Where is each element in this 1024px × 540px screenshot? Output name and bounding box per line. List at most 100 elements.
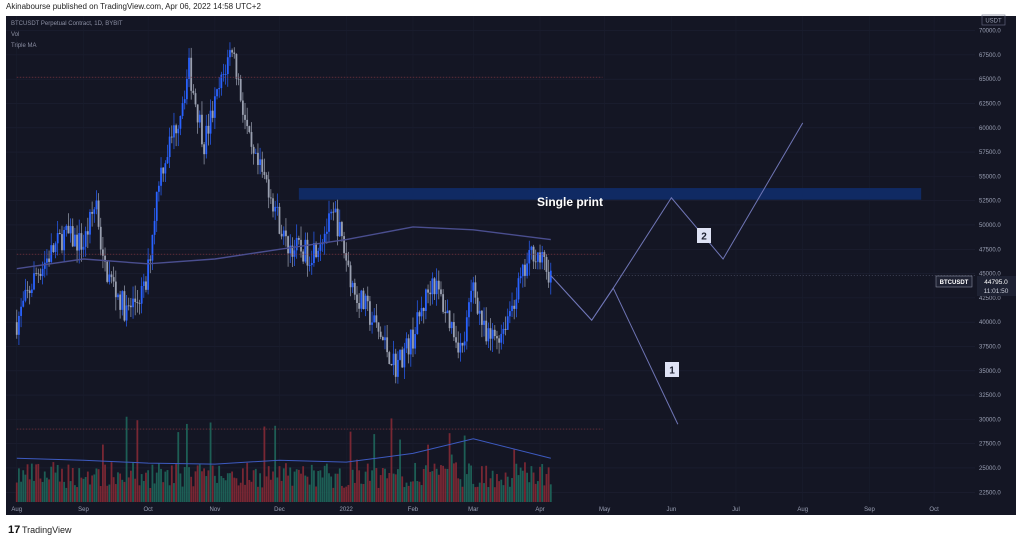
candle-body (134, 298, 137, 302)
volume-bar (545, 474, 548, 502)
x-tick-label: Sep (78, 507, 89, 513)
volume-bar (157, 463, 160, 502)
volume-bar (297, 469, 300, 502)
volume-bar (149, 487, 152, 502)
candle-body (201, 114, 203, 145)
volume-bar (216, 482, 218, 502)
x-tick-label: Feb (408, 507, 419, 513)
y-tick-label: 40000.0 (979, 320, 1001, 326)
candle-body (493, 329, 496, 337)
candle-body (257, 152, 259, 165)
candle-body (371, 322, 373, 325)
volume-bar (153, 483, 156, 502)
volume-bar (261, 487, 264, 502)
volume-bar (500, 479, 503, 502)
candle-body (121, 291, 124, 310)
volume-bar (18, 468, 20, 502)
candle-body (347, 260, 350, 266)
candle-body (478, 310, 481, 314)
currency-box[interactable] (981, 14, 1006, 26)
volume-bar (82, 478, 85, 502)
publisher-text: Akinabourse published on TradingView.com… (6, 2, 261, 11)
candle-body (56, 233, 59, 244)
candle-body (476, 297, 479, 314)
volume-bar (142, 480, 145, 502)
volume-bar (480, 466, 483, 502)
volume-bar (418, 481, 421, 502)
volume-bar (407, 485, 410, 502)
candle-body (33, 273, 35, 290)
volume-bar (519, 467, 522, 502)
candle-body (500, 333, 503, 343)
candle-body (521, 264, 524, 277)
volume-bar (364, 471, 367, 502)
candle-body (259, 159, 261, 165)
candle-body (515, 299, 518, 309)
candle-body (203, 144, 206, 155)
chart-area[interactable] (6, 16, 1016, 515)
candle-body (549, 270, 552, 283)
candle-body (448, 310, 451, 329)
candle-body (26, 289, 29, 291)
y-tick-label: 67500.0 (979, 53, 1001, 59)
volume-bar (526, 472, 529, 502)
y-tick-label: 27500.0 (979, 442, 1001, 448)
volume-bar (381, 467, 384, 502)
candle-body (375, 315, 378, 323)
volume-bar (425, 465, 427, 502)
volume-bar (26, 464, 29, 502)
candle-body (102, 249, 104, 256)
candle-body (306, 239, 309, 266)
volume-bar (140, 474, 143, 502)
volume-bar (315, 486, 317, 502)
y-tick-label: 50000.0 (979, 223, 1001, 229)
volume-bar (198, 464, 201, 502)
candle-body (185, 78, 188, 100)
candle-body (511, 305, 513, 312)
candle-body (323, 233, 326, 243)
volume-bar (405, 482, 408, 502)
candle-body (543, 252, 546, 257)
y-tick-label: 57500.0 (979, 150, 1001, 156)
volume-bar (224, 480, 227, 502)
volume-bar (248, 479, 251, 502)
volume-bar (532, 472, 535, 502)
volume-bar (459, 479, 462, 502)
candle-body (388, 352, 391, 364)
candle-body (123, 291, 126, 321)
candle-body (313, 243, 315, 264)
candle-body (95, 200, 98, 210)
volume-bar (86, 471, 89, 502)
candle-body (173, 125, 175, 138)
candle-body (71, 226, 74, 247)
candle-body (30, 289, 33, 294)
volume-bar (308, 484, 311, 502)
y-tick-label: 70000.0 (979, 29, 1001, 35)
volume-bar (351, 469, 354, 502)
candle-body (506, 316, 509, 330)
volume-bar (119, 473, 122, 502)
volume-bar (179, 473, 182, 502)
volume-bar (209, 422, 212, 502)
candle-body (155, 191, 158, 221)
candle-body (179, 115, 182, 129)
volume-bar (252, 470, 255, 502)
volume-bar (276, 477, 279, 502)
volume-bar (274, 425, 277, 502)
candle-body (89, 211, 91, 235)
candle-body (91, 211, 94, 214)
volume-bar (465, 474, 468, 502)
volume-bar (386, 478, 389, 502)
volume-bar (435, 468, 438, 502)
volume-bar (76, 487, 78, 502)
volume-bar (506, 476, 509, 502)
volume-bar (181, 486, 184, 502)
volume-bar (440, 465, 442, 502)
candle-body (194, 93, 197, 105)
candle-body (377, 322, 380, 332)
candle-body (369, 301, 371, 325)
volume-bar (194, 471, 197, 502)
volume-bar (373, 434, 376, 502)
volume-bar (91, 475, 94, 502)
